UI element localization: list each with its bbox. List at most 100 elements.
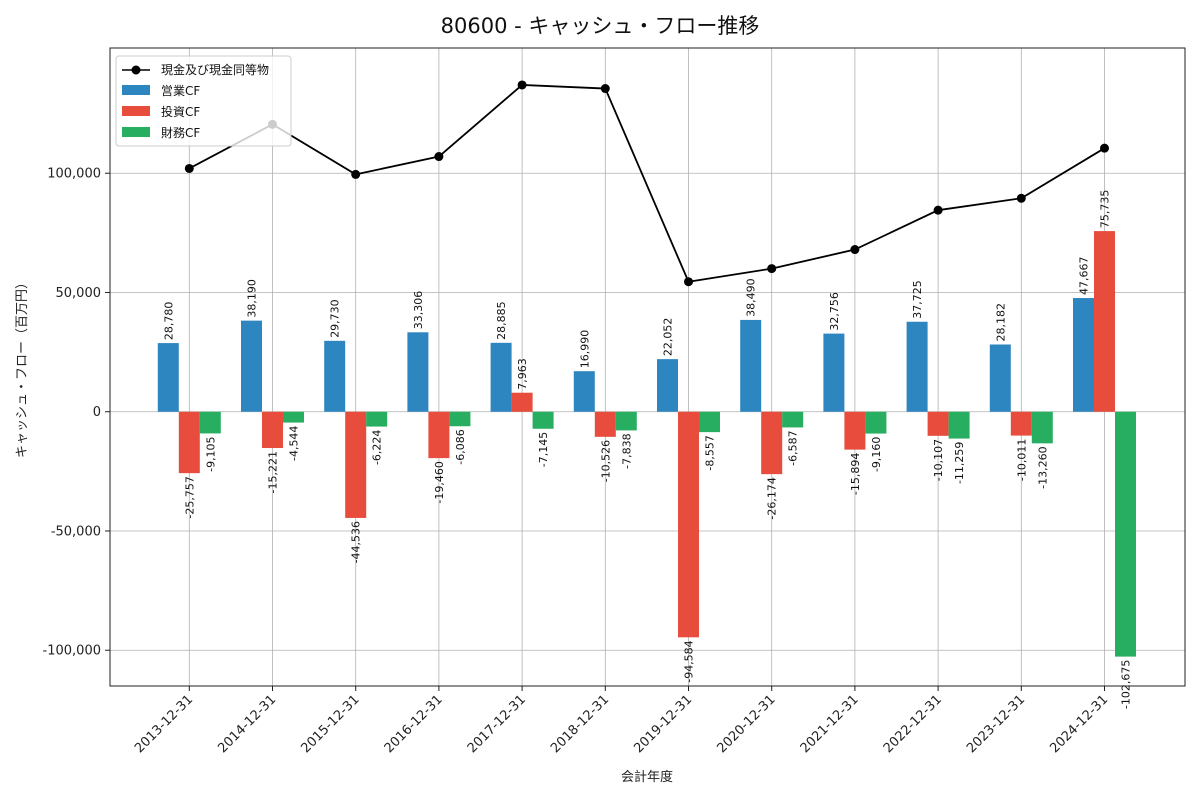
legend-label-investing: 投資CF [161,104,200,119]
x-tick-label: 2017-12-31 [465,692,529,756]
investing-cf-label: -26,174 [766,477,779,519]
y-tick-label: 0 [93,405,101,420]
legend-frame [115,55,292,147]
x-tick-label: 2018-12-31 [548,692,612,756]
operating-cf-bar [740,319,762,412]
investing-cf-bar [927,411,949,436]
financing-cf-label: -6,587 [787,430,800,465]
operating-cf-bar [657,359,678,412]
investing-cf-bar [844,411,866,450]
operating-cf-label: 32,756 [828,292,841,331]
financing-cf-label: -6,224 [371,430,384,465]
financing-cf-label: -13,260 [1036,446,1049,488]
investing-cf-label: -15,221 [267,451,280,493]
financing-cf-label: -8,557 [704,435,717,470]
financing-cf-bar [1031,411,1053,444]
operating-cf-label: 16,990 [578,330,591,369]
cash-equivalents-point [517,80,527,90]
financing-cf-bar [283,411,304,423]
operating-cf-label: 38,190 [246,279,259,318]
financing-cf-bar [948,411,970,439]
legend-swatch-financing [122,127,150,137]
operating-cf-label: 22,052 [662,318,675,357]
x-tick-label: 2023-12-31 [964,692,1028,756]
investing-cf-label: -15,894 [849,453,862,495]
investing-cf-bar [761,411,783,475]
axis-layer: -100,000 -50,000 0 50,000 100,000 2013-12-31 2… [43,167,1112,757]
y-tick-label: 50,000 [56,286,102,301]
financing-cf-bar [699,411,720,433]
financing-cf-bar [1115,411,1136,657]
financing-cf-label: -7,838 [620,433,633,468]
financing-cf-bar [865,411,887,434]
legend-label-financing: 財務CF [161,125,200,140]
investing-cf-bar [511,392,533,412]
investing-cf-label: 7,963 [516,358,529,390]
investing-cf-label: 75,735 [1099,190,1112,229]
financing-cf-label: -9,160 [870,437,883,472]
financing-cf-label: -4,544 [288,426,301,461]
cash-equivalents-point [600,84,610,94]
cash-equivalents-point [684,277,693,287]
legend-label-operating: 営業CF [161,84,200,98]
operating-cf-label: 47,667 [1078,257,1091,296]
data-label-layer: 28,780 38,190 29,730 33,306 28,885 16,990 22,0… [162,190,1132,709]
operating-cf-bar [324,340,346,412]
y-tick-label: -50,000 [51,524,101,539]
line-layer [184,80,1109,287]
financing-cf-bar [366,411,388,427]
operating-cf-label: 37,725 [911,280,924,319]
financing-cf-bar [449,411,471,427]
investing-cf-label: -10,526 [599,440,612,482]
cash-equivalents-point [351,169,361,179]
investing-cf-bar [345,411,367,518]
investing-cf-label: -44,536 [350,521,363,563]
operating-cf-label: 38,490 [745,278,758,317]
investing-cf-bar [1094,231,1115,412]
x-tick-label: 2022-12-31 [881,692,945,756]
financing-cf-bar [532,411,554,429]
financing-cf-label: -9,105 [204,436,217,471]
operating-cf-bar [989,344,1011,412]
operating-cf-label: 28,885 [495,301,508,340]
investing-cf-bar [678,411,699,638]
legend-swatch-operating [122,85,150,95]
x-tick-label: 2014-12-31 [215,692,279,756]
financing-cf-bar [782,411,804,428]
x-tick-label: 2021-12-31 [798,692,862,756]
x-tick-label: 2020-12-31 [714,692,778,756]
investing-cf-bar [428,411,450,459]
plot-frame [109,47,1186,687]
financing-cf-bar [199,411,221,434]
x-tick-label: 2013-12-31 [132,692,196,756]
cash-equivalents-point [1016,193,1026,203]
y-tick-label: -100,000 [43,644,101,659]
chart-title: 80600 - キャッシュ・フロー推移 [441,14,760,38]
operating-cf-bar [490,342,512,412]
cash-equivalents-point [1100,143,1109,153]
x-tick-label: 2024-12-31 [1047,692,1111,756]
investing-cf-label: -10,107 [932,439,945,481]
investing-cf-bar [594,411,616,437]
investing-cf-bar [178,411,200,474]
legend-marker-swatch [131,65,141,75]
operating-cf-bar [157,343,179,412]
operating-cf-label: 29,730 [329,299,342,338]
legend: 現金及び現金同等物 営業CF 投資CF 財務CF [115,55,292,147]
investing-cf-bar [262,411,283,449]
cash-equivalents-point [850,245,860,255]
operating-cf-bar [823,333,845,412]
cash-equivalents-point [184,163,194,173]
financing-cf-label: -11,259 [953,442,966,484]
investing-cf-label: -19,460 [433,461,446,503]
financing-cf-label: -7,145 [537,432,550,467]
legend-swatch-investing [122,106,150,116]
y-tick-label: 100,000 [47,167,101,182]
investing-cf-label: -10,011 [1015,439,1028,481]
operating-cf-label: 33,306 [412,291,425,330]
bar-layer [157,231,1136,657]
x-axis-label: 会計年度 [621,769,673,785]
y-axis-label: キャッシュ・フロー（百万円） [15,276,30,458]
x-tick-label: 2019-12-31 [631,692,695,756]
